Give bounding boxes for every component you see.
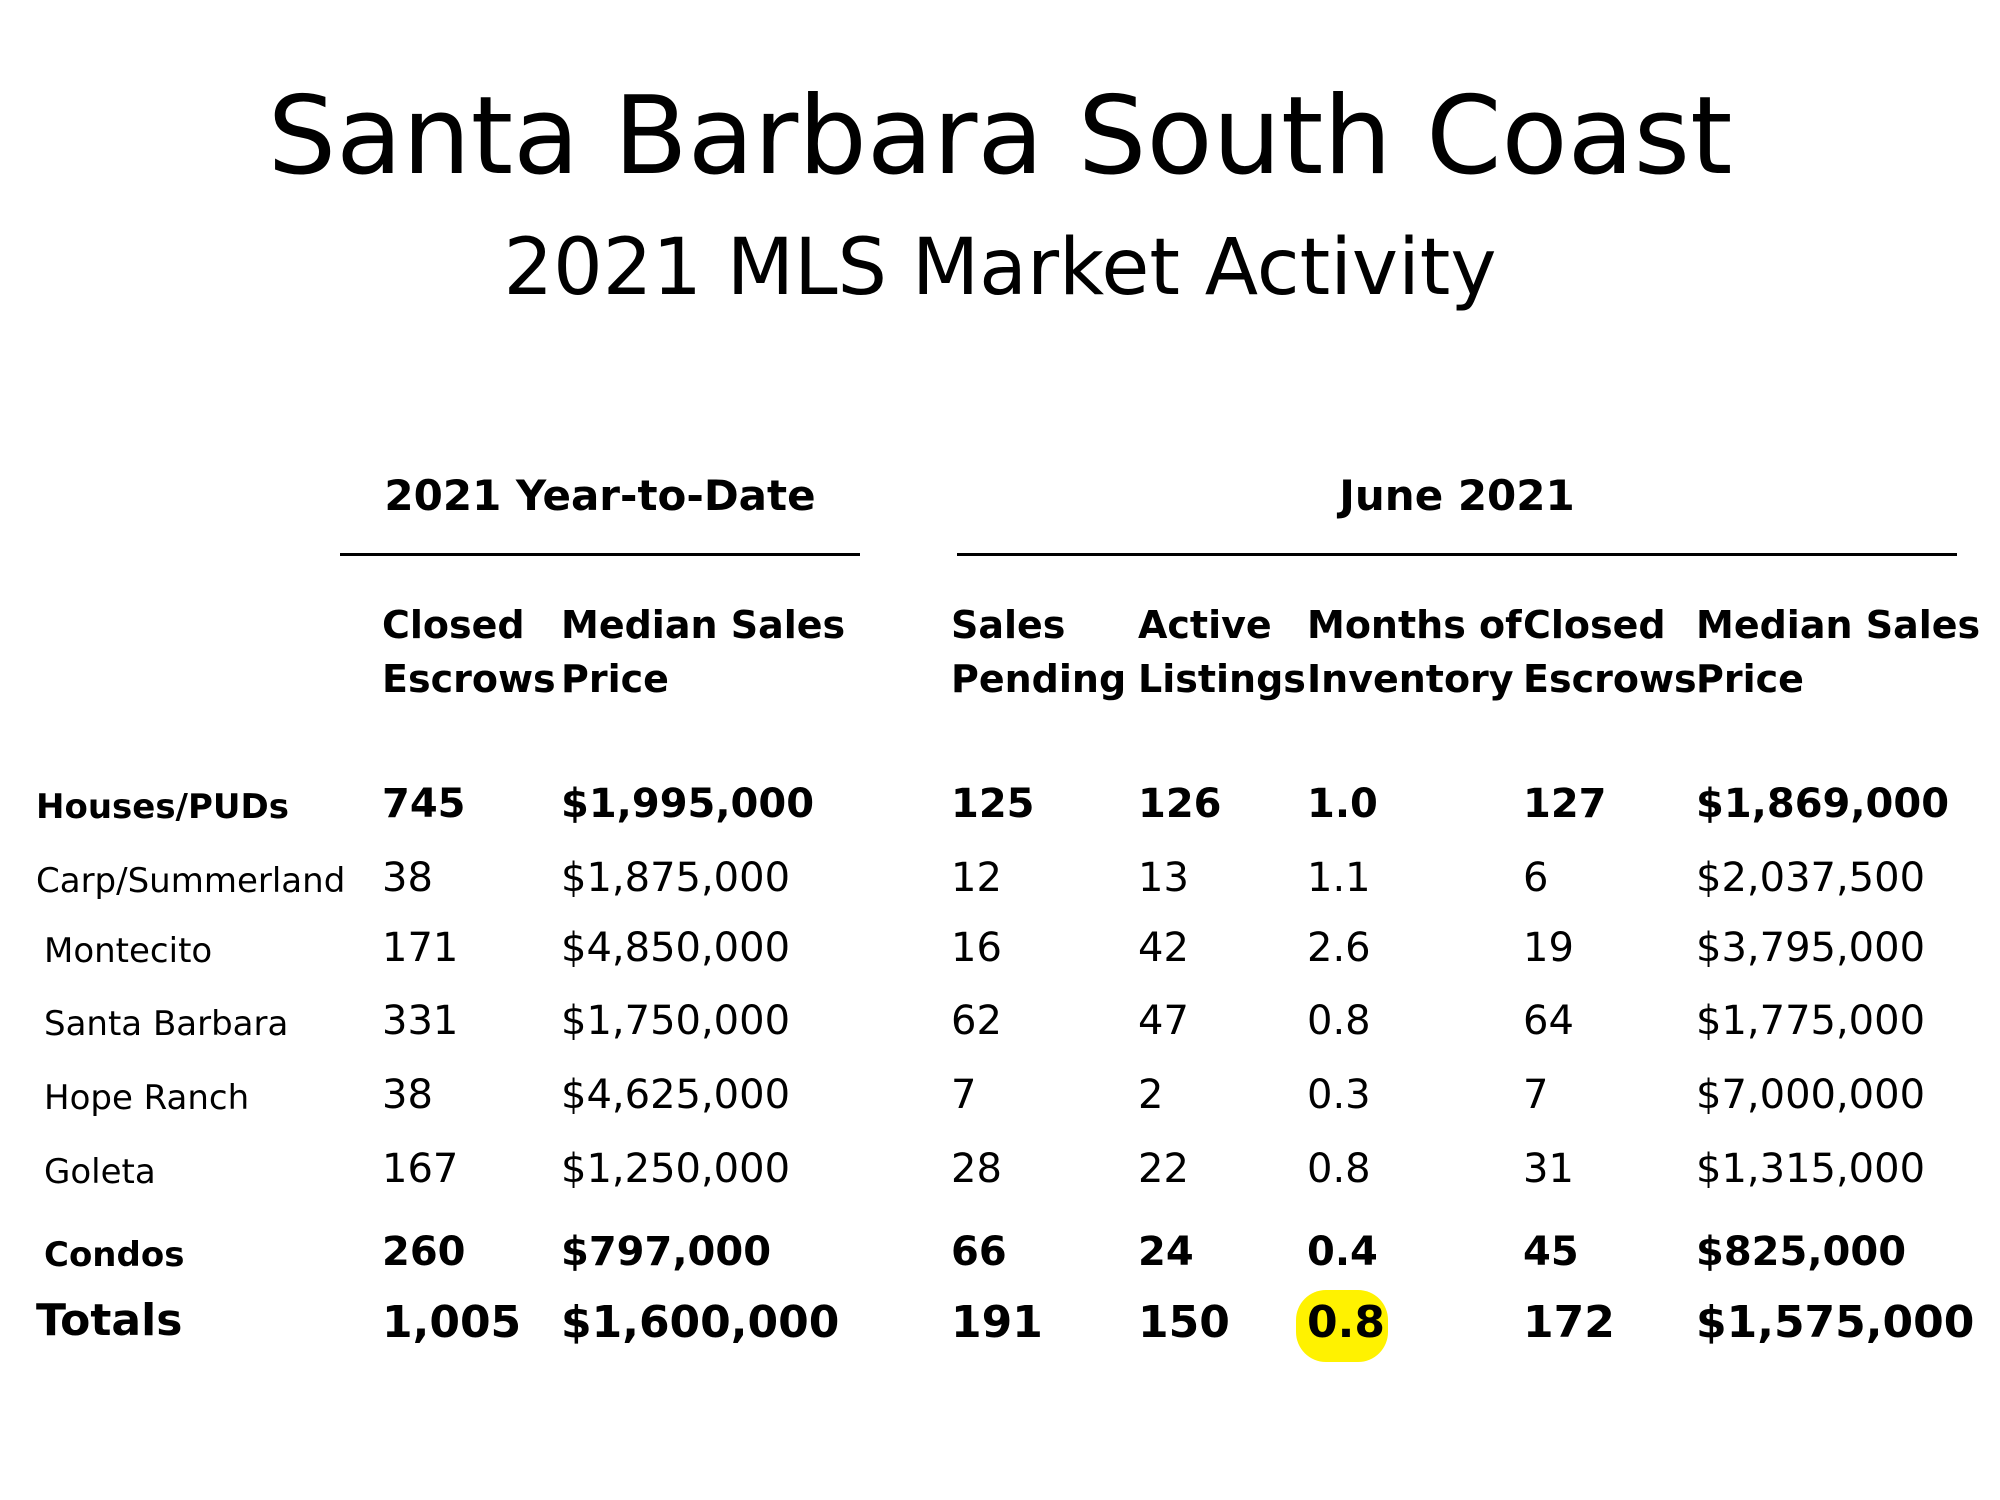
cell-condos-june-median-sales-price: $825,000 (1696, 1229, 1907, 1275)
col-header-active-listings: Active Listings (1138, 603, 1306, 701)
cell-goleta-june-closed-escrows: 31 (1523, 1146, 1574, 1192)
group-rule-june (957, 553, 1957, 556)
cell-condos-sales-pending: 66 (951, 1229, 1007, 1275)
col-header-sales-pending: Sales Pending (951, 603, 1127, 701)
cell-goleta-ytd-closed-escrows: 167 (382, 1146, 459, 1192)
cell-totals-ytd-median-sales-price: $1,600,000 (561, 1297, 840, 1348)
cell-santa-barbara-months-of-inventory: 0.8 (1307, 998, 1371, 1044)
cell-montecito-sales-pending: 16 (951, 925, 1002, 971)
cell-carp-summerland-sales-pending: 12 (951, 855, 1002, 901)
cell-santa-barbara-june-closed-escrows: 64 (1523, 998, 1574, 1044)
cell-totals-active-listings: 150 (1138, 1297, 1230, 1348)
cell-montecito-ytd-median-sales-price: $4,850,000 (561, 925, 791, 971)
group-header-june: June 2021 (1339, 471, 1575, 520)
cell-hope-ranch-months-of-inventory: 0.3 (1307, 1072, 1371, 1118)
cell-condos-active-listings: 24 (1138, 1229, 1194, 1275)
row-label-santa-barbara: Santa Barbara (44, 1004, 289, 1044)
col-header-months-of-inventory: Months of Inventory (1307, 603, 1522, 701)
cell-santa-barbara-june-median-sales-price: $1,775,000 (1696, 998, 1926, 1044)
row-label-montecito: Montecito (44, 931, 213, 971)
cell-houses-puds-june-median-sales-price: $1,869,000 (1696, 781, 1950, 827)
row-label-totals: Totals (36, 1295, 183, 1346)
cell-totals-sales-pending: 191 (951, 1297, 1043, 1348)
cell-totals-june-median-sales-price: $1,575,000 (1696, 1297, 1975, 1348)
cell-hope-ranch-june-closed-escrows: 7 (1523, 1072, 1549, 1118)
cell-montecito-ytd-closed-escrows: 171 (382, 925, 459, 971)
page-title: Santa Barbara South Coast (267, 74, 1733, 199)
cell-goleta-months-of-inventory: 0.8 (1307, 1146, 1371, 1192)
cell-hope-ranch-june-median-sales-price: $7,000,000 (1696, 1072, 1926, 1118)
cell-carp-summerland-months-of-inventory: 1.1 (1307, 855, 1371, 901)
cell-carp-summerland-ytd-median-sales-price: $1,875,000 (561, 855, 791, 901)
cell-hope-ranch-ytd-median-sales-price: $4,625,000 (561, 1072, 791, 1118)
cell-houses-puds-ytd-closed-escrows: 745 (382, 781, 466, 827)
cell-carp-summerland-ytd-closed-escrows: 38 (382, 855, 433, 901)
cell-hope-ranch-sales-pending: 7 (951, 1072, 977, 1118)
row-label-goleta: Goleta (44, 1152, 156, 1192)
cell-santa-barbara-ytd-closed-escrows: 331 (382, 998, 459, 1044)
cell-santa-barbara-sales-pending: 62 (951, 998, 1002, 1044)
group-header-ytd: 2021 Year-to-Date (384, 471, 816, 520)
cell-hope-ranch-ytd-closed-escrows: 38 (382, 1072, 433, 1118)
cell-condos-months-of-inventory: 0.4 (1307, 1229, 1378, 1275)
group-rule-ytd (340, 553, 860, 556)
col-header-june-median-sales-price: Median Sales Price (1696, 603, 1981, 701)
row-label-condos: Condos (44, 1235, 185, 1275)
col-header-ytd-closed-escrows: Closed Escrows (382, 603, 556, 701)
cell-condos-ytd-closed-escrows: 260 (382, 1229, 466, 1275)
cell-houses-puds-sales-pending: 125 (951, 781, 1035, 827)
cell-montecito-months-of-inventory: 2.6 (1307, 925, 1371, 971)
cell-condos-ytd-median-sales-price: $797,000 (561, 1229, 772, 1275)
row-label-carp-summerland: Carp/Summerland (36, 861, 346, 901)
cell-montecito-june-median-sales-price: $3,795,000 (1696, 925, 1926, 971)
cell-hope-ranch-active-listings: 2 (1138, 1072, 1164, 1118)
page-subtitle: 2021 MLS Market Activity (503, 223, 1497, 313)
cell-goleta-june-median-sales-price: $1,315,000 (1696, 1146, 1926, 1192)
cell-goleta-ytd-median-sales-price: $1,250,000 (561, 1146, 791, 1192)
cell-houses-puds-ytd-median-sales-price: $1,995,000 (561, 781, 815, 827)
highlight-marker (1296, 1290, 1388, 1362)
row-label-houses-puds: Houses/PUDs (36, 787, 289, 827)
cell-houses-puds-june-closed-escrows: 127 (1523, 781, 1607, 827)
cell-carp-summerland-june-closed-escrows: 6 (1523, 855, 1549, 901)
cell-houses-puds-active-listings: 126 (1138, 781, 1222, 827)
cell-goleta-sales-pending: 28 (951, 1146, 1002, 1192)
cell-condos-june-closed-escrows: 45 (1523, 1229, 1579, 1275)
cell-carp-summerland-june-median-sales-price: $2,037,500 (1696, 855, 1926, 901)
cell-houses-puds-months-of-inventory: 1.0 (1307, 781, 1378, 827)
cell-totals-months-of-inventory: 0.8 (1307, 1297, 1385, 1348)
cell-totals-ytd-closed-escrows: 1,005 (382, 1297, 522, 1348)
cell-montecito-june-closed-escrows: 19 (1523, 925, 1574, 971)
col-header-ytd-median-sales-price: Median Sales Price (561, 603, 846, 701)
cell-goleta-active-listings: 22 (1138, 1146, 1189, 1192)
cell-totals-june-closed-escrows: 172 (1523, 1297, 1615, 1348)
cell-santa-barbara-active-listings: 47 (1138, 998, 1189, 1044)
row-label-hope-ranch: Hope Ranch (44, 1078, 250, 1118)
col-header-june-closed-escrows: Closed Escrows (1523, 603, 1697, 701)
cell-carp-summerland-active-listings: 13 (1138, 855, 1189, 901)
cell-montecito-active-listings: 42 (1138, 925, 1189, 971)
cell-santa-barbara-ytd-median-sales-price: $1,750,000 (561, 998, 791, 1044)
